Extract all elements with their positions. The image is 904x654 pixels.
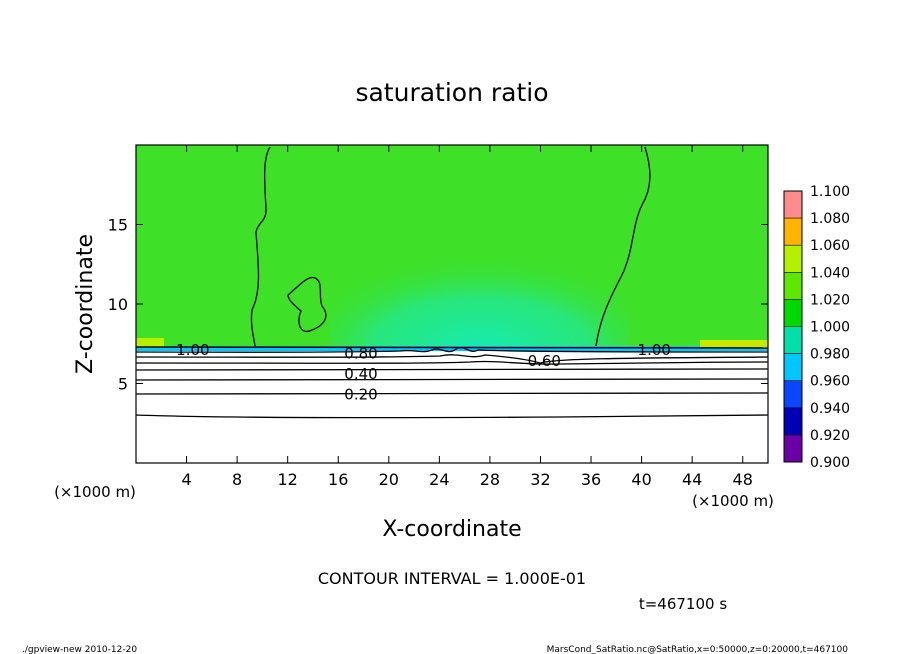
time-label: t=467100 s	[639, 595, 727, 613]
x-tick-label: 24	[429, 470, 449, 489]
contour-0.60	[136, 354, 768, 364]
contour-1.00-right	[595, 146, 651, 347]
y-unit-label: (×1000 m)	[54, 483, 136, 501]
x-tick-label: 44	[682, 470, 702, 489]
footer-right: MarsCond_SatRatio.nc@SatRatio,x=0:50000,…	[547, 645, 849, 654]
x-tick-label: 40	[631, 470, 651, 489]
y-tick-label: 10	[108, 295, 128, 314]
colorbar-label: 0.960	[810, 374, 850, 390]
y-tick-label: 15	[108, 216, 128, 235]
y-tick-label: 5	[118, 375, 128, 394]
contour-labels: 1.00 1.00 0.80 0.60 0.40 0.20	[176, 341, 671, 404]
colorbar-label: 1.040	[810, 265, 850, 281]
x-tick-label: 32	[530, 470, 550, 489]
x-tick-label: 20	[379, 470, 399, 489]
right-edge-warm	[700, 340, 768, 348]
colorbar-swatch	[784, 218, 802, 246]
plot-area: 1.00 1.00 0.80 0.60 0.40 0.20	[136, 145, 768, 463]
center-glow	[330, 200, 630, 352]
colorbar-label: 1.000	[810, 320, 850, 336]
colorbar-swatch	[784, 434, 802, 462]
x-tick-label: 4	[181, 470, 191, 489]
y-axis-label: Z-coordinate	[73, 234, 98, 374]
colorbar-label: 1.060	[810, 238, 850, 254]
colorbar-label: 0.940	[810, 401, 850, 417]
colorbar-swatch	[784, 299, 802, 327]
contour-label: 1.00	[176, 341, 209, 359]
x-tick-label: 16	[328, 470, 348, 489]
x-axis-ticks: 4 8 12 16 20 24 28 32 36 40 44 48	[181, 145, 753, 489]
colorbar-swatch	[784, 245, 802, 273]
colorbar-swatch	[784, 407, 802, 435]
x-tick-label: 28	[480, 470, 500, 489]
colorbar: 0.900 0.920 0.940 0.960 0.980 1.000 1.020 1.040…	[783, 184, 850, 471]
colorbar-swatch	[784, 353, 802, 381]
x-tick-label: 48	[733, 470, 753, 489]
boundary-band	[136, 346, 768, 351]
contour-label: 1.00	[638, 341, 671, 359]
x-tick-label: 36	[581, 470, 601, 489]
contour-1.00-island	[287, 276, 327, 333]
x-axis-label: X-coordinate	[382, 517, 521, 542]
chart-title: saturation ratio	[355, 78, 548, 107]
contour-1.00-left	[250, 146, 271, 347]
lower-region-fill	[136, 350, 768, 463]
contour-0.50	[136, 360, 768, 365]
colorbar-label: 0.900	[810, 455, 850, 471]
colorbar-label: 0.980	[810, 347, 850, 363]
left-edge-warm	[136, 338, 164, 348]
contour-interval-text: CONTOUR INTERVAL = 1.000E-01	[318, 569, 586, 588]
footer-left: ./gpview-new 2010-12-20	[22, 645, 137, 654]
x-unit-label: (×1000 m)	[692, 492, 774, 510]
contour-0.10	[136, 414, 768, 419]
contour-label: 0.80	[344, 344, 377, 362]
x-tick-label: 8	[232, 470, 242, 489]
colorbar-swatch	[784, 380, 802, 408]
colorbar-label: 1.100	[810, 184, 850, 200]
contour-label: 0.60	[528, 352, 561, 370]
colorbar-label: 0.920	[810, 428, 850, 444]
colorbar-swatch-top	[784, 191, 802, 219]
contour-0.80	[136, 347, 768, 353]
contour-0.90	[136, 346, 768, 349]
y-axis-ticks: 5 10 15	[108, 216, 768, 394]
colorbar-label: 1.020	[810, 292, 850, 308]
colorbar-swatch	[784, 272, 802, 300]
contour-label: 0.40	[344, 365, 377, 383]
x-tick-label: 12	[278, 470, 298, 489]
colorbar-label: 1.080	[810, 211, 850, 227]
colorbar-swatch	[784, 326, 802, 354]
contour-label: 0.20	[344, 386, 377, 404]
